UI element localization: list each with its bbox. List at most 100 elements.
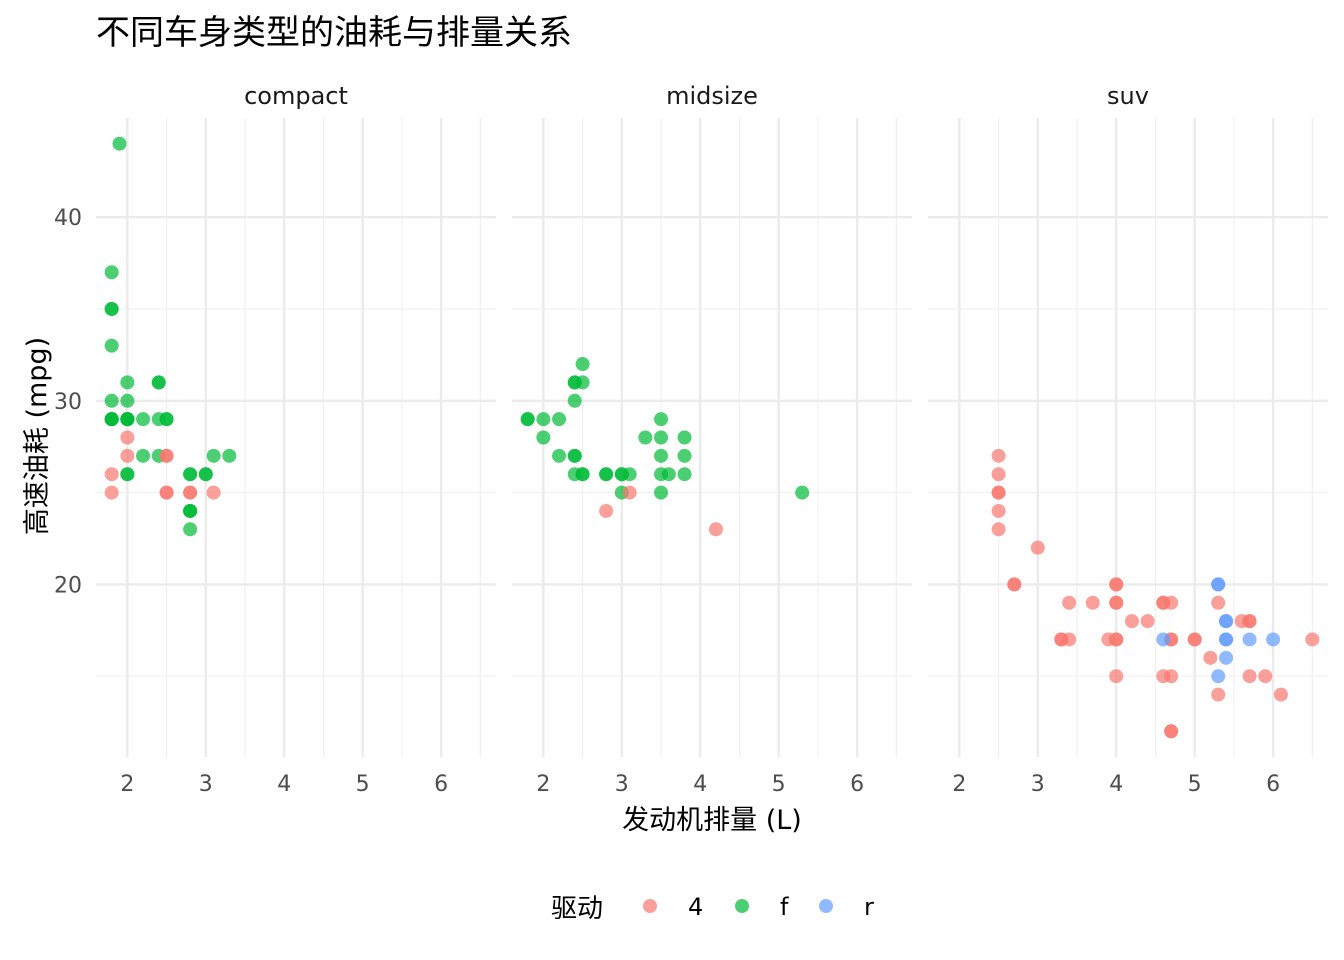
data-point: [677, 430, 692, 445]
data-point: [638, 430, 653, 445]
data-point: [120, 375, 135, 390]
x-tick-label: 5: [356, 772, 370, 797]
x-tick-label: 5: [772, 772, 786, 797]
data-point: [1109, 595, 1124, 610]
data-point: [708, 522, 723, 537]
legend-title: 驱动: [551, 894, 603, 924]
data-point: [1242, 632, 1257, 647]
data-point: [104, 393, 119, 408]
data-point: [151, 412, 166, 427]
data-point: [104, 338, 119, 353]
data-point: [567, 448, 582, 463]
x-tick-label: 2: [536, 772, 550, 797]
data-point: [183, 485, 198, 500]
data-point: [654, 412, 669, 427]
data-point: [120, 393, 135, 408]
data-point: [795, 485, 810, 500]
data-point: [151, 375, 166, 390]
data-point: [104, 485, 119, 500]
data-point: [1109, 577, 1124, 592]
legend-label: f: [780, 893, 789, 921]
data-point: [991, 503, 1006, 518]
data-point: [206, 485, 221, 500]
data-point: [991, 485, 1006, 500]
legend-key: [819, 899, 833, 913]
data-point: [599, 467, 614, 482]
points-suv: [991, 448, 1320, 739]
legend-item-4: 4: [643, 893, 703, 921]
points-midsize: [520, 357, 810, 537]
data-point: [1030, 540, 1045, 555]
data-point: [1211, 595, 1226, 610]
data-point: [120, 430, 135, 445]
x-tick-label: 3: [1031, 772, 1045, 797]
data-point: [654, 485, 669, 500]
data-point: [136, 448, 151, 463]
x-tick-label: 3: [615, 772, 629, 797]
panel-strip-label: suv: [1107, 82, 1149, 110]
data-point: [991, 467, 1006, 482]
data-point: [206, 448, 221, 463]
data-point: [1007, 577, 1022, 592]
data-point: [1187, 632, 1202, 647]
data-point: [1305, 632, 1320, 647]
data-point: [1109, 669, 1124, 684]
data-point: [1109, 632, 1124, 647]
y-tick-label: 30: [54, 390, 82, 415]
data-point: [1211, 687, 1226, 702]
data-point: [536, 412, 551, 427]
panel-strip-label: midsize: [666, 82, 758, 110]
data-point: [1085, 595, 1100, 610]
x-tick-label: 4: [277, 772, 291, 797]
points-compact: [104, 136, 237, 537]
x-tick-label: 5: [1188, 772, 1202, 797]
x-tick-label: 3: [199, 772, 213, 797]
panel-compact: compact 2 3 4 5 6 20 30 40: [54, 82, 496, 797]
data-point: [575, 357, 590, 372]
data-point: [1211, 669, 1226, 684]
data-point: [1258, 669, 1273, 684]
data-point: [1211, 577, 1226, 592]
data-point: [183, 467, 198, 482]
data-point: [622, 485, 637, 500]
legend-key: [735, 899, 749, 913]
y-tick-label: 20: [54, 573, 82, 598]
data-point: [567, 393, 582, 408]
data-point: [599, 503, 614, 518]
legend-label: r: [864, 893, 874, 921]
panel-suv: suv 2 3 4 5 6: [928, 82, 1328, 797]
panel-midsize: midsize 2 3 4 5 6: [512, 82, 912, 797]
data-point: [552, 448, 567, 463]
x-tick-label: 4: [1109, 772, 1123, 797]
data-point: [120, 467, 135, 482]
data-point: [104, 265, 119, 280]
data-point: [575, 375, 590, 390]
x-tick-label: 2: [952, 772, 966, 797]
data-point: [104, 467, 119, 482]
data-point: [1164, 724, 1179, 739]
chart-title: 不同车身类型的油耗与排量关系: [96, 13, 572, 53]
data-point: [1203, 650, 1218, 665]
data-point: [104, 301, 119, 316]
data-point: [183, 503, 198, 518]
panel-strip-label: compact: [244, 82, 348, 110]
data-point: [1140, 614, 1155, 629]
data-point: [654, 430, 669, 445]
data-point: [120, 448, 135, 463]
data-point: [104, 412, 119, 427]
legend-key: [643, 899, 657, 913]
legend-item-r: r: [819, 893, 874, 921]
data-point: [1219, 632, 1234, 647]
data-point: [198, 467, 213, 482]
data-point: [159, 448, 174, 463]
data-point: [1266, 632, 1281, 647]
data-point: [575, 467, 590, 482]
panels: compact 2 3 4 5 6 20 30 40 midsize 2 3 4 5 6 suv 2 3 4 5 6: [54, 82, 1328, 797]
data-point: [622, 467, 637, 482]
data-point: [1124, 614, 1139, 629]
y-tick-label: 40: [54, 206, 82, 231]
y-axis-title: 高速油耗 (mpg): [22, 337, 53, 535]
data-point: [1219, 650, 1234, 665]
data-point: [654, 448, 669, 463]
